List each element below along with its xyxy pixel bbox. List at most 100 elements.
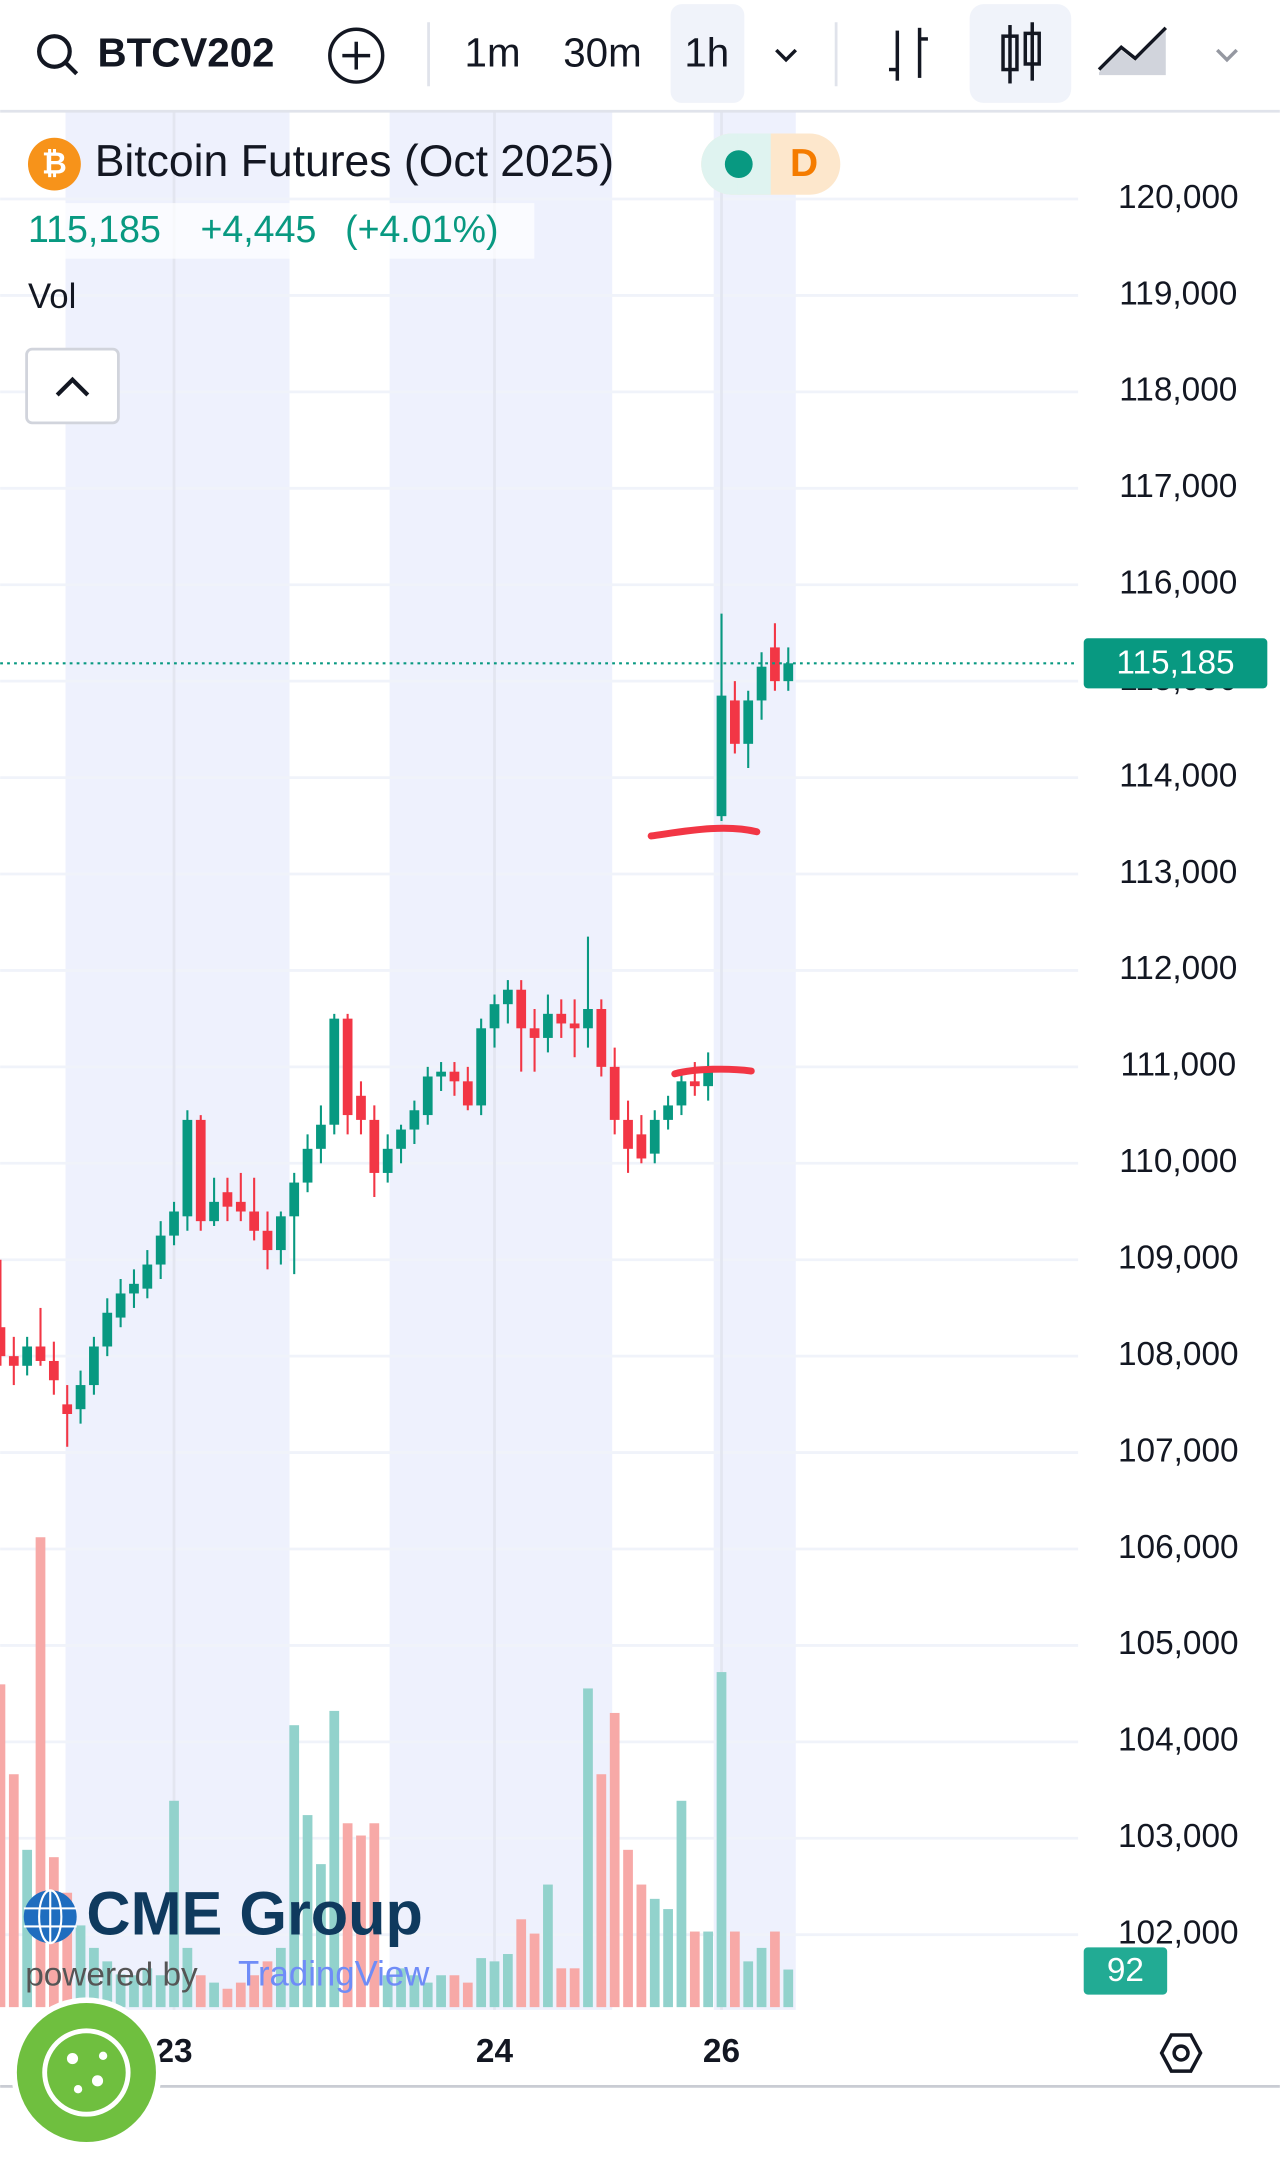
- y-tick-label: 107,000: [1118, 1432, 1239, 1469]
- market-status-dot: [724, 150, 753, 179]
- y-tick-label: 118,000: [1119, 372, 1237, 409]
- volume-bar: [222, 1988, 233, 2008]
- candle-body: [449, 1071, 460, 1082]
- y-tick-label: 120,000: [1118, 179, 1239, 216]
- candle-body: [462, 1081, 473, 1106]
- candle-body: [783, 663, 794, 682]
- hand-annotation: [647, 824, 761, 840]
- volume-bar: [235, 1982, 246, 2008]
- volume-bar: [449, 1975, 460, 2008]
- powered-by: powered by: [25, 1956, 198, 1993]
- cookie-button[interactable]: [11, 1997, 162, 2148]
- volume-bar: [489, 1961, 500, 2008]
- volume-bar: [703, 1931, 714, 2008]
- y-tick-label: 102,000: [1118, 1915, 1239, 1952]
- volume-bar: [382, 1975, 393, 2008]
- y-tick-label: 114,000: [1119, 757, 1237, 794]
- symbol[interactable]: BTCV202: [98, 29, 275, 75]
- instrument-title: Bitcoin Futures (Oct 2025): [95, 137, 614, 186]
- candle-body: [342, 1018, 353, 1116]
- volume-bar: [155, 1975, 166, 2008]
- candle-body: [235, 1201, 246, 1212]
- y-tick-label: 105,000: [1118, 1625, 1239, 1662]
- candle-body: [209, 1201, 219, 1222]
- y-tick-label: 119,000: [1119, 275, 1237, 312]
- candle-body: [129, 1283, 139, 1294]
- volume-bar: [543, 1884, 553, 2008]
- volume-bar: [262, 1961, 273, 2008]
- brand-name: CME Group: [86, 1879, 423, 1947]
- volume-bar: [275, 1947, 286, 2008]
- candle-body: [316, 1124, 326, 1149]
- volume-bar: [356, 1835, 366, 2008]
- interval-button[interactable]: 1m: [465, 29, 521, 75]
- candle-body: [422, 1076, 433, 1116]
- volume-bar: [195, 1975, 206, 2008]
- search-button[interactable]: [37, 34, 79, 76]
- interval-button[interactable]: 30m: [563, 29, 641, 75]
- y-tick-label: 108,000: [1118, 1336, 1239, 1373]
- volume-bar: [35, 1537, 46, 2008]
- candle-body: [663, 1105, 673, 1120]
- y-tick-label: 112,000: [1119, 950, 1237, 987]
- volume-bar: [329, 1710, 340, 2008]
- y-tick-label: 104,000: [1118, 1722, 1239, 1759]
- add-symbol-button[interactable]: [328, 27, 385, 84]
- volume-bar: [623, 1849, 633, 2008]
- last-price-label: 115,185: [1116, 645, 1234, 682]
- coin-glyph: ₿: [42, 147, 67, 181]
- candle-body: [743, 700, 754, 744]
- volume-bar: [89, 1947, 99, 2008]
- volume-bar: [209, 1982, 219, 2008]
- collapse-legend-button[interactable]: [25, 347, 120, 425]
- volume-bar: [62, 1892, 73, 2008]
- candles-style-button[interactable]: [969, 4, 1072, 103]
- volume-bar: [436, 1975, 446, 2008]
- interval-selected-bg: [670, 4, 745, 103]
- volume-bar: [409, 1975, 420, 2008]
- candle-body: [115, 1293, 126, 1318]
- style-menu[interactable]: [1216, 48, 1238, 63]
- candle-body: [569, 1023, 580, 1029]
- legend: ₿ Bitcoin Futures (Oct 2025) D 115,185 +…: [16, 133, 841, 425]
- candle-body: [22, 1346, 33, 1366]
- price-change: +4,445: [200, 208, 316, 250]
- interval-button[interactable]: 1h: [684, 29, 729, 75]
- candle-body: [689, 1081, 700, 1087]
- candle-body: [382, 1148, 393, 1173]
- candle-body: [529, 1028, 540, 1038]
- candle-body: [275, 1216, 286, 1251]
- volume-bar: [636, 1884, 647, 2008]
- candle-body: [249, 1211, 260, 1231]
- bars-style-button[interactable]: [888, 27, 928, 81]
- y-tick-label: 111,000: [1120, 1047, 1236, 1084]
- volume-bar: [316, 1864, 326, 2008]
- volume-bar: [649, 1898, 660, 2008]
- candle-body: [409, 1110, 420, 1130]
- y-tick-label: 103,000: [1118, 1818, 1239, 1855]
- candle-body: [583, 1009, 593, 1029]
- candle-body: [329, 1018, 340, 1125]
- y-tick-label: 113,000: [1119, 854, 1237, 891]
- x-tick-label: 26: [703, 2033, 740, 2070]
- interval-menu[interactable]: [775, 48, 798, 63]
- volume-bar: [783, 1969, 794, 2008]
- branding: CME Group powered by TradingView: [23, 1879, 430, 1994]
- y-tick-label: 116,000: [1119, 565, 1237, 602]
- settings-button[interactable]: [1159, 2033, 1203, 2073]
- candle-body: [703, 1066, 714, 1087]
- hand-annotation: [671, 1065, 755, 1078]
- area-style-button[interactable]: [1097, 26, 1168, 76]
- candle-body: [182, 1119, 193, 1217]
- volume-bar: [102, 1961, 113, 2008]
- volume-bar: [8, 1774, 19, 2008]
- volume-bar: [289, 1725, 300, 2008]
- volume-bar: [529, 1933, 540, 2008]
- delay-badge: D: [790, 142, 818, 185]
- candle-body: [556, 1013, 567, 1024]
- y-tick-label: 110,000: [1119, 1143, 1237, 1180]
- volume-bar: [422, 1982, 433, 2008]
- candle-body: [369, 1119, 380, 1173]
- volume-bar: [596, 1774, 607, 2008]
- candle-body: [102, 1312, 113, 1347]
